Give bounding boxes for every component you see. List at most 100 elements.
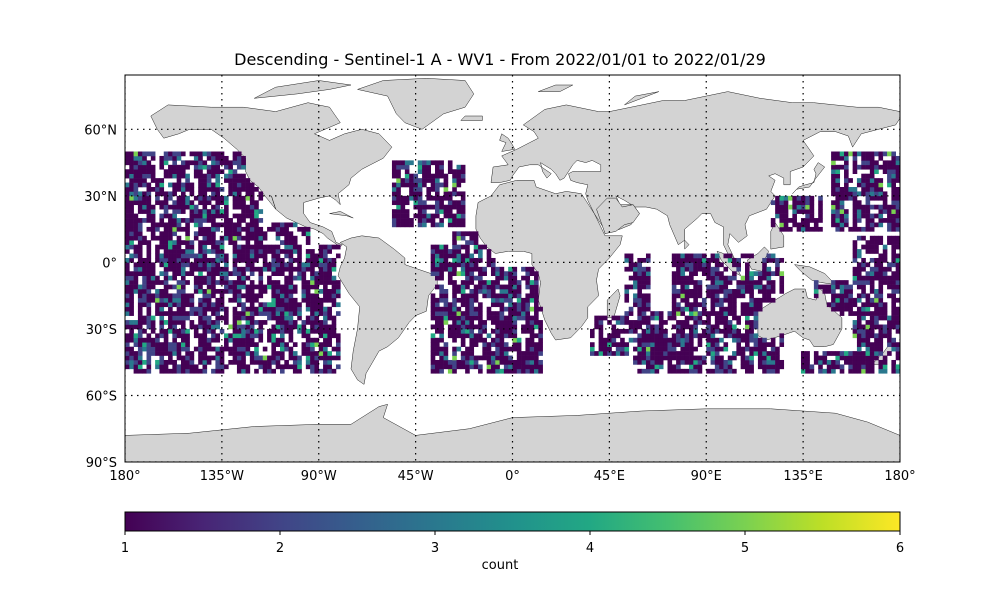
data-cell bbox=[439, 315, 444, 321]
data-cell bbox=[895, 218, 900, 223]
data-cell bbox=[658, 324, 664, 330]
data-cell bbox=[891, 289, 896, 294]
data-cell bbox=[818, 195, 823, 201]
data-cell bbox=[848, 293, 853, 299]
data-cell bbox=[775, 200, 780, 206]
data-cell bbox=[146, 164, 152, 170]
data-cell bbox=[310, 302, 315, 308]
data-cell bbox=[271, 297, 276, 303]
data-cell bbox=[856, 235, 862, 241]
data-cell bbox=[430, 368, 436, 374]
data-cell bbox=[620, 328, 625, 334]
data-cell bbox=[163, 337, 169, 343]
data-cell bbox=[598, 315, 604, 321]
data-cell bbox=[163, 302, 169, 308]
data-cell bbox=[443, 204, 449, 210]
data-cell bbox=[525, 328, 531, 334]
data-cell bbox=[180, 306, 186, 312]
data-cell bbox=[159, 253, 165, 259]
data-cell bbox=[689, 302, 694, 308]
data-cell bbox=[404, 209, 410, 214]
data-cell bbox=[297, 275, 302, 281]
data-cell bbox=[529, 346, 535, 352]
data-cell bbox=[676, 253, 681, 259]
data-cell bbox=[288, 257, 294, 263]
data-cell bbox=[224, 275, 229, 281]
data-cell bbox=[159, 346, 165, 352]
data-cell bbox=[435, 337, 440, 343]
data-cell bbox=[887, 164, 892, 170]
data-cell bbox=[430, 311, 436, 316]
data-cell bbox=[241, 187, 246, 192]
data-cell bbox=[645, 266, 651, 272]
data-cell bbox=[176, 253, 182, 259]
data-cell bbox=[125, 244, 130, 250]
data-cell bbox=[125, 257, 130, 263]
data-cell bbox=[680, 293, 686, 299]
data-cell bbox=[689, 271, 694, 277]
data-cell bbox=[211, 293, 216, 299]
data-cell bbox=[512, 271, 518, 277]
data-cell bbox=[224, 200, 229, 206]
data-cell bbox=[176, 187, 182, 192]
data-cell bbox=[865, 297, 871, 303]
data-cell bbox=[490, 355, 496, 361]
data-cell bbox=[865, 355, 871, 361]
data-cell bbox=[318, 324, 324, 330]
data-cell bbox=[534, 368, 539, 374]
data-cell bbox=[637, 284, 642, 290]
data-cell bbox=[736, 320, 741, 325]
data-cell bbox=[159, 333, 165, 339]
data-cell bbox=[697, 342, 703, 347]
data-cell bbox=[323, 368, 328, 374]
data-cell bbox=[641, 271, 647, 277]
data-cell bbox=[887, 204, 892, 210]
data-cell bbox=[891, 151, 896, 157]
data-cell bbox=[706, 289, 711, 294]
data-cell bbox=[757, 355, 763, 361]
data-cell bbox=[856, 266, 862, 272]
data-cell bbox=[611, 324, 617, 330]
data-cell bbox=[452, 235, 457, 241]
data-cell bbox=[486, 311, 492, 316]
data-cell bbox=[852, 240, 858, 245]
data-cell bbox=[236, 337, 242, 343]
data-cell bbox=[848, 151, 853, 157]
data-cell bbox=[878, 280, 884, 285]
data-cell bbox=[180, 191, 186, 197]
data-cell bbox=[887, 182, 892, 188]
data-cell bbox=[142, 266, 147, 272]
data-cell bbox=[788, 218, 793, 223]
data-cell bbox=[473, 293, 479, 299]
data-cell bbox=[887, 315, 892, 321]
data-cell bbox=[331, 280, 337, 285]
data-cell bbox=[236, 289, 242, 294]
data-cell bbox=[292, 235, 298, 241]
data-cell bbox=[878, 324, 884, 330]
data-cell bbox=[856, 346, 862, 352]
data-cell bbox=[856, 178, 862, 183]
data-cell bbox=[874, 324, 879, 330]
data-cell bbox=[267, 226, 272, 232]
data-cell bbox=[452, 355, 457, 361]
data-cell bbox=[417, 169, 423, 174]
data-cell bbox=[878, 151, 884, 157]
data-cell bbox=[129, 187, 134, 192]
data-cell bbox=[335, 364, 341, 370]
data-cell bbox=[318, 355, 324, 361]
data-cell bbox=[202, 209, 208, 214]
data-cell bbox=[211, 249, 216, 254]
data-cell bbox=[753, 337, 759, 343]
data-cell bbox=[775, 209, 780, 214]
data-cell bbox=[762, 275, 767, 281]
data-cell bbox=[159, 191, 165, 197]
data-cell bbox=[714, 293, 720, 299]
data-cell bbox=[142, 280, 147, 285]
data-cell bbox=[874, 351, 879, 356]
data-cell bbox=[262, 289, 268, 294]
data-cell bbox=[680, 266, 686, 272]
data-cell bbox=[176, 302, 182, 308]
data-cell bbox=[241, 271, 246, 277]
data-cell bbox=[482, 324, 487, 330]
data-cell bbox=[813, 289, 819, 294]
